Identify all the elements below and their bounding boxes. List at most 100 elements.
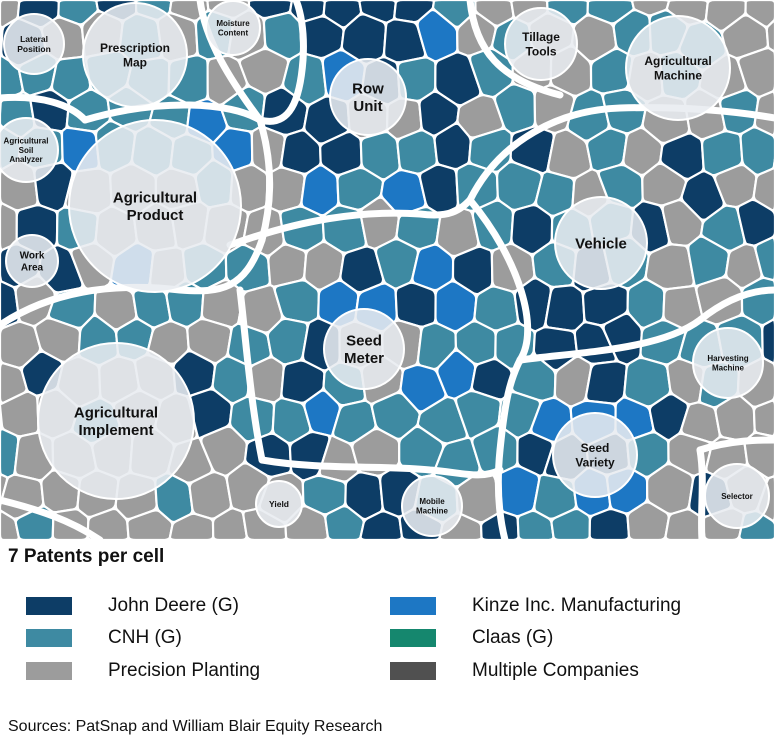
legend-swatch bbox=[26, 597, 72, 615]
cluster-label: Yield bbox=[269, 499, 289, 509]
cluster-label-line: Prescription bbox=[100, 41, 170, 55]
cluster-bubble bbox=[255, 480, 303, 528]
legend-item-cnh-g: CNH (G) bbox=[26, 627, 182, 649]
cluster-label-line: Soil bbox=[19, 146, 34, 155]
cluster-label-line: Machine bbox=[654, 68, 702, 82]
legend-label: Precision Planting bbox=[108, 660, 261, 681]
cluster-harvesting-machine: Harvesting Machine bbox=[692, 327, 764, 399]
cluster-boundary bbox=[466, 104, 775, 204]
cluster-label: Seed Variety bbox=[575, 441, 615, 469]
cluster-mobile-machine: Mobile Machine bbox=[401, 475, 463, 537]
cluster-label: Harvesting Machine bbox=[707, 354, 748, 372]
legend-swatch bbox=[390, 629, 436, 647]
legend-swatch bbox=[26, 662, 72, 680]
cluster-label: Moisture Content bbox=[216, 19, 250, 37]
cluster-bubble bbox=[37, 342, 195, 500]
cluster-work-area: Work Area bbox=[5, 234, 59, 288]
cluster-boundary bbox=[696, 446, 706, 540]
legend-swatch bbox=[26, 629, 72, 647]
cluster-label-line: Agricultural bbox=[113, 189, 197, 206]
cluster-label-line: Product bbox=[127, 207, 184, 224]
legend-swatch bbox=[390, 597, 436, 615]
cluster-label: Selector bbox=[721, 492, 753, 501]
cluster-label-line: Area bbox=[21, 262, 44, 273]
cluster-boundary bbox=[256, 116, 274, 244]
cluster-label-line: Agricultural bbox=[644, 54, 711, 68]
legend-label: Kinze Inc. Manufacturing bbox=[472, 595, 682, 616]
cluster-bubble bbox=[323, 308, 405, 390]
cluster-bubble bbox=[704, 463, 770, 529]
patent-cell bbox=[752, 399, 775, 438]
cluster-label-line: Implement bbox=[78, 422, 153, 439]
legend-item-multiple-companies: Multiple Companies bbox=[390, 660, 639, 682]
cluster-label-line: Variety bbox=[575, 455, 615, 469]
cluster-selector: Selector bbox=[704, 463, 770, 529]
cluster-moisture-content: Moisture Content bbox=[205, 0, 261, 56]
cluster-label-line: Tools bbox=[525, 44, 556, 58]
cluster-tillage-tools: Tillage Tools bbox=[504, 7, 578, 81]
cluster-label-line: Mobile bbox=[419, 497, 445, 506]
cluster-vehicle: Vehicle bbox=[554, 196, 648, 290]
cluster-boundary bbox=[236, 286, 266, 464]
cluster-label-line: Lateral bbox=[20, 34, 48, 44]
cluster-label: Work Area bbox=[20, 251, 45, 274]
cluster-agricultural-implement: Agricultural Implement bbox=[37, 342, 195, 500]
cluster-label-line: Machine bbox=[712, 364, 745, 373]
cluster-boundary bbox=[0, 496, 104, 540]
legend-label: John Deere (G) bbox=[108, 595, 239, 616]
cluster-boundary bbox=[258, 456, 504, 479]
cluster-label: Vehicle bbox=[575, 235, 627, 252]
cluster-label: Row Unit bbox=[352, 80, 384, 115]
patent-cell bbox=[761, 318, 775, 365]
cluster-bubble bbox=[205, 0, 261, 56]
cluster-boundary bbox=[196, 0, 264, 124]
cluster-lateral-position: Lateral Position bbox=[3, 13, 65, 75]
cluster-agricultural-machine: Agricultural Machine bbox=[625, 15, 731, 121]
patent-voronoi-map: Lateral Position Prescription Map Moisture Co… bbox=[0, 0, 775, 540]
cluster-label: Agricultural Implement bbox=[74, 404, 158, 439]
legend-label: Multiple Companies bbox=[472, 660, 639, 681]
cluster-bubble bbox=[552, 412, 638, 498]
patent-cell bbox=[0, 510, 20, 540]
cluster-bubble bbox=[554, 196, 648, 290]
cluster-agricultural-soil-analyzer: Agricultural Soil Analyzer bbox=[0, 117, 59, 183]
legend-label: Claas (G) bbox=[472, 627, 554, 648]
cluster-bubble bbox=[329, 58, 407, 136]
legend-item-john-deere-g: John Deere (G) bbox=[26, 595, 239, 617]
cluster-bubble bbox=[82, 2, 188, 108]
cluster-label-line: Moisture bbox=[216, 19, 250, 28]
cluster-bubble bbox=[5, 234, 59, 288]
cluster-label-line: Agricultural bbox=[4, 136, 49, 145]
cluster-label-line: Tillage bbox=[522, 30, 560, 44]
cluster-label-line: Map bbox=[123, 55, 147, 69]
cluster-yield: Yield bbox=[255, 480, 303, 528]
cluster-label-line: Row bbox=[352, 80, 384, 97]
cluster-label-line: Position bbox=[17, 44, 51, 54]
cluster-label-line: Selector bbox=[721, 492, 753, 501]
cluster-boundary bbox=[226, 196, 474, 249]
cluster-boundary bbox=[81, 0, 307, 125]
cluster-bubble bbox=[504, 7, 578, 81]
legend-title: 7 Patents per cell bbox=[8, 546, 165, 567]
patent-cell bbox=[544, 284, 586, 332]
sources-note: Sources: PatSnap and William Blair Equit… bbox=[8, 718, 383, 735]
cluster-boundary bbox=[0, 93, 89, 124]
cluster-seed-variety: Seed Variety bbox=[552, 412, 638, 498]
cluster-boundary bbox=[516, 286, 775, 364]
cluster-label-line: Analyzer bbox=[9, 155, 42, 164]
cluster-label-line: Content bbox=[218, 29, 249, 38]
legend-swatch bbox=[390, 662, 436, 680]
cluster-prescription-map: Prescription Map bbox=[82, 2, 188, 108]
patent-cell bbox=[585, 360, 628, 405]
cluster-bubble bbox=[0, 117, 59, 183]
cluster-label-line: Work bbox=[20, 251, 45, 262]
cluster-label-line: Meter bbox=[344, 350, 384, 367]
patent-cell bbox=[588, 508, 631, 540]
cluster-label: Tillage Tools bbox=[522, 30, 560, 58]
legend-item-precision-planting: Precision Planting bbox=[26, 660, 260, 682]
cluster-bubble bbox=[68, 119, 242, 293]
cluster-boundary bbox=[466, 0, 564, 99]
cluster-bubble bbox=[401, 475, 463, 537]
cluster-bubbles: Lateral Position Prescription Map Moisture Co… bbox=[0, 0, 770, 537]
cluster-label-line: Harvesting bbox=[707, 354, 748, 363]
